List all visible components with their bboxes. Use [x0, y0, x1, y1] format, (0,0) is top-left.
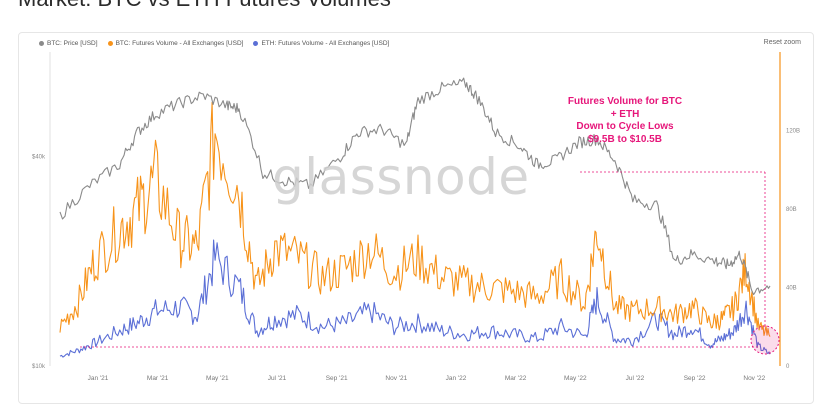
legend-item-btc-price[interactable]: BTC: Price [USD] [39, 40, 98, 47]
x-tick-label: Sep '22 [684, 375, 706, 382]
page-title: Market: BTC vs ETH Futures Volumes [18, 0, 391, 12]
chart-legend: BTC: Price [USD] BTC: Futures Volume - A… [39, 40, 389, 47]
x-tick-label: Sep '21 [326, 375, 348, 382]
x-tick-label: Mar '22 [505, 375, 527, 382]
series-line-eth-futures [59, 239, 771, 358]
legend-swatch-icon [39, 41, 44, 46]
legend-swatch-icon [253, 41, 259, 46]
legend-item-btc-futures[interactable]: BTC: Futures Volume - All Exchanges [USD… [107, 40, 244, 47]
legend-label: BTC: Price [USD] [47, 40, 98, 47]
annotation-line: Futures Volume for BTC + ETH [567, 96, 683, 120]
legend-label: ETH: Futures Volume - All Exchanges [USD… [261, 40, 390, 47]
annotation-line: Down to Cycle Lows [576, 121, 674, 132]
chart-card: BTC: Price [USD] BTC: Futures Volume - A… [18, 32, 814, 404]
y-tick-label-right: 0 [786, 364, 790, 370]
y-tick-label-left: $10k [32, 364, 46, 370]
series-line-btc-price [59, 77, 771, 296]
x-tick-label: Jul '21 [268, 375, 287, 382]
y-tick-label-left: $40k [32, 155, 46, 161]
legend-label: BTC: Futures Volume - All Exchanges [USD… [115, 40, 244, 47]
x-tick-label: Jan '22 [446, 375, 467, 382]
x-tick-label: Mar '21 [147, 375, 169, 382]
legend-swatch-icon [107, 41, 113, 46]
reset-zoom-button[interactable]: Reset zoom [763, 39, 801, 46]
x-tick-label: May '22 [564, 375, 587, 382]
x-tick-label: Nov '21 [385, 375, 407, 382]
legend-item-eth-futures[interactable]: ETH: Futures Volume - All Exchanges [USD… [253, 40, 389, 47]
annotation-highlight-circle [750, 325, 780, 355]
x-tick-label: Jul '22 [626, 375, 645, 382]
y-tick-label-right: 120B [786, 129, 800, 135]
x-tick-label: May '21 [206, 375, 229, 382]
annotation-line: $9.5B to $10.5B [588, 133, 662, 145]
series-line-btc-futures [59, 101, 771, 337]
x-tick-label: Jan '21 [88, 375, 109, 382]
y-tick-label-right: 80B [786, 207, 797, 213]
x-tick-label: Nov '22 [743, 375, 765, 382]
chart-annotation: Futures Volume for BTC + ETH Down to Cyc… [565, 96, 685, 146]
y-tick-label-right: 40B [786, 286, 797, 292]
